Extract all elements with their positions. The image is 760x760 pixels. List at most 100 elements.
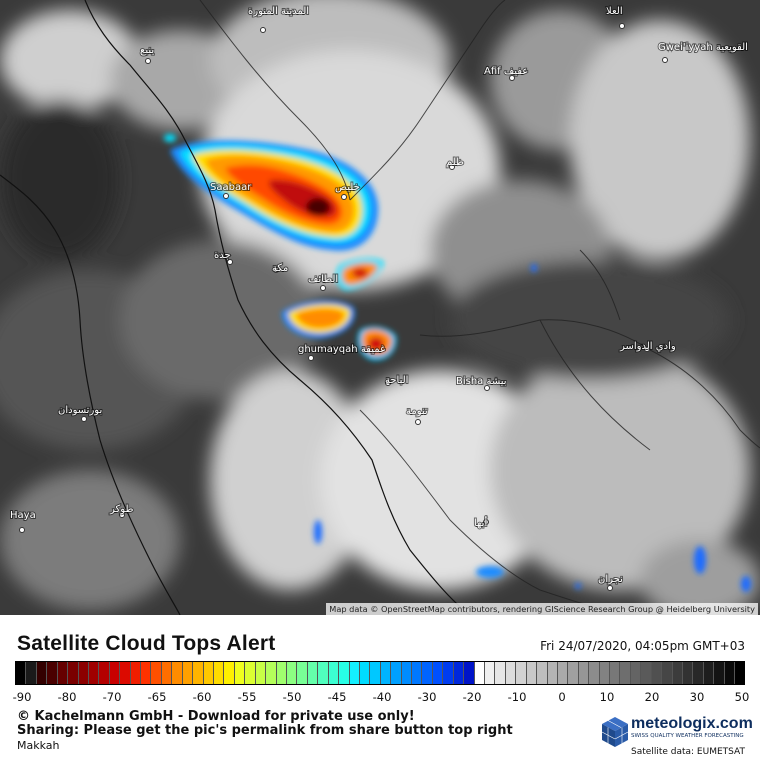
scale-swatch	[443, 662, 454, 684]
scale-swatch	[391, 662, 402, 684]
satellite-map: المدينة المنورة العلا ينبع Afif عفيف Gwe…	[0, 0, 760, 615]
logo-tagline: SWISS QUALITY WEATHER FORECASTING	[631, 733, 744, 739]
scale-tick-label: -55	[237, 690, 257, 704]
scale-tick-label: -20	[462, 690, 482, 704]
scale-swatch	[307, 662, 319, 684]
scale-tick-label: 0	[558, 690, 566, 704]
place-markers: المدينة المنورة العلا ينبع Afif عفيف Gwe…	[9, 5, 749, 591]
place-label-wadi: وادي الدواسر	[619, 341, 676, 352]
scale-swatch	[672, 662, 683, 684]
timestamp: Fri 24/07/2020, 04:05pm GMT+03	[540, 639, 745, 653]
scale-swatch	[620, 662, 631, 684]
legend-panel: Satellite Cloud Tops Alert Fri 24/07/202…	[0, 615, 760, 760]
copyright-notice: © Kachelmann GmbH - Download for private…	[17, 709, 415, 724]
scale-swatch	[662, 662, 673, 684]
scale-swatch	[484, 662, 496, 684]
scale-swatch	[495, 662, 506, 684]
storm-cells	[164, 134, 751, 592]
scale-swatch	[203, 662, 215, 684]
place-label-port-sudan: بورتسودان	[58, 405, 102, 416]
scale-swatch	[141, 662, 152, 684]
scale-swatch	[26, 662, 37, 684]
scale-swatch	[505, 662, 517, 684]
scale-swatch	[339, 662, 350, 684]
scale-swatch	[193, 662, 204, 684]
map-attribution[interactable]: Map data © OpenStreetMap contributors, r…	[326, 603, 758, 615]
scale-swatch	[630, 662, 642, 684]
scale-swatch	[297, 662, 308, 684]
scale-swatch	[151, 662, 162, 684]
place-label-tanumah: تنومة	[406, 406, 428, 417]
scale-swatch	[432, 662, 444, 684]
scale-swatch	[422, 662, 433, 684]
scale-swatch	[161, 662, 173, 684]
place-label-bisha: Bisha بيشة	[456, 376, 507, 387]
scale-swatch	[47, 662, 58, 684]
coastline	[0, 0, 471, 615]
place-label-abha: أبها	[474, 516, 487, 529]
scale-tick-label: 30	[689, 690, 705, 704]
scale-swatch	[224, 662, 235, 684]
scale-swatch	[474, 662, 485, 684]
scale-swatch	[99, 662, 110, 684]
alert-title: Satellite Cloud Tops Alert	[17, 632, 276, 655]
scale-swatch	[380, 662, 392, 684]
place-label-makkah: مكة	[272, 263, 288, 274]
scale-swatch	[172, 662, 183, 684]
scale-swatch	[349, 662, 360, 684]
scale-tick-label: -60	[192, 690, 212, 704]
place-label-jeddah: جدة	[214, 250, 231, 261]
place-label-zalim: ظلم	[446, 157, 464, 168]
scale-swatch	[36, 662, 48, 684]
scale-swatch	[412, 662, 423, 684]
scale-swatch	[234, 662, 246, 684]
scale-swatch	[401, 662, 413, 684]
scale-swatch	[120, 662, 131, 684]
scale-tick-label: 50	[734, 690, 750, 704]
scale-swatch	[453, 662, 465, 684]
scale-tick-label: -40	[372, 690, 392, 704]
sharing-notice: Sharing: Please get the pic's permalink …	[17, 723, 513, 738]
place-label-alula: العلا	[606, 6, 623, 17]
scale-swatch	[245, 662, 256, 684]
scale-tick-label: -80	[57, 690, 77, 704]
place-label-haya: Haya	[10, 510, 36, 521]
scale-swatch	[130, 662, 142, 684]
scale-swatch	[537, 662, 548, 684]
cube-logo-icon	[601, 717, 629, 747]
scale-swatch	[214, 662, 225, 684]
place-label-khulais: خليص	[335, 182, 360, 193]
satellite-data-source: Satellite data: EUMETSAT	[631, 747, 745, 757]
logo-name: meteologix.com	[631, 715, 753, 732]
scale-tick-labels: -90 -80 -70 -65 -60 -55 -50 -45 -40 -30 -20 -10 0 10 2…	[0, 690, 760, 704]
scale-tick-label: -90	[12, 690, 32, 704]
place-label-madinah: المدينة المنورة	[248, 6, 309, 17]
scale-swatch	[599, 662, 611, 684]
scale-swatch	[328, 662, 340, 684]
scale-swatch	[703, 662, 715, 684]
place-label-taif: الطائف	[308, 274, 338, 285]
scale-swatch	[568, 662, 579, 684]
scale-swatch	[735, 662, 745, 684]
place-label-baha: الباحة	[385, 375, 408, 386]
scale-swatch	[88, 662, 100, 684]
scale-swatch	[714, 662, 725, 684]
scale-swatch	[578, 662, 590, 684]
meteologix-logo[interactable]: meteologix.com SWISS QUALITY WEATHER FOR…	[600, 713, 753, 757]
scale-tick-label: -50	[282, 690, 302, 704]
scale-swatch	[16, 662, 27, 684]
scale-swatch	[109, 662, 121, 684]
scale-swatch	[651, 662, 663, 684]
scale-swatch	[370, 662, 381, 684]
scale-swatch	[255, 662, 267, 684]
place-label-yanbu: ينبع	[140, 45, 154, 56]
scale-swatch	[68, 662, 79, 684]
scale-swatch	[78, 662, 89, 684]
scale-swatch	[359, 662, 371, 684]
scale-swatch	[693, 662, 704, 684]
scale-swatch	[516, 662, 527, 684]
scale-swatch	[57, 662, 69, 684]
place-label-saabaar: Saabaar	[210, 182, 252, 193]
scale-swatch	[547, 662, 558, 684]
scale-swatch	[276, 662, 287, 684]
